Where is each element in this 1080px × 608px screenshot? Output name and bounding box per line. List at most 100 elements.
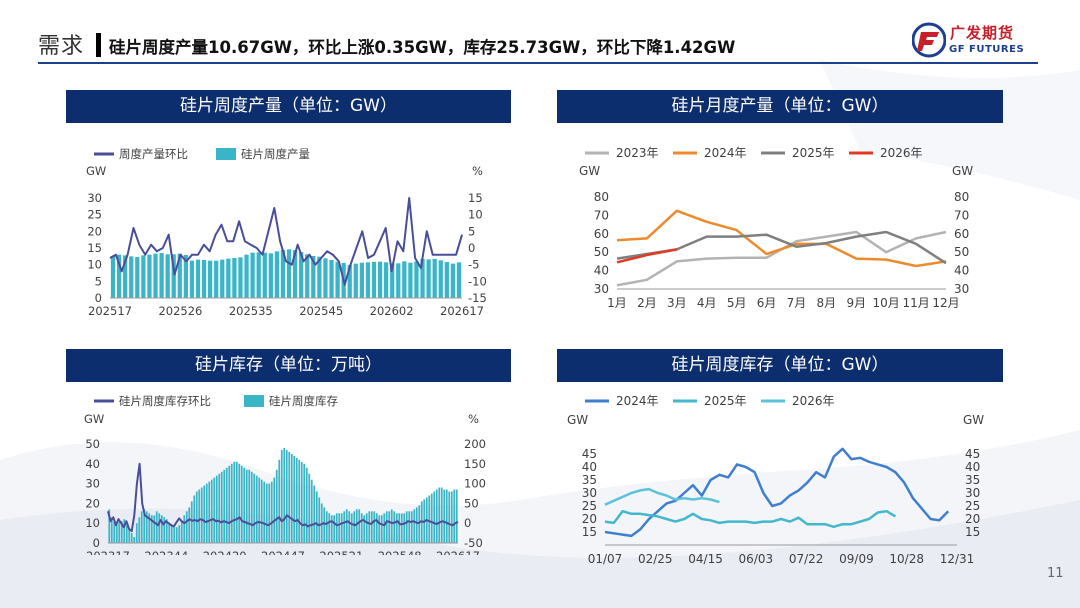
y-tick-right: 50 [954,245,969,259]
bar [438,260,443,298]
bar [315,491,318,543]
bar [443,489,446,543]
y-tick-right: 0 [468,241,475,255]
bar [286,249,292,298]
y-tick-right: 0 [464,516,471,530]
bar [275,469,278,543]
bar [195,491,198,543]
x-tick-label: 2月 [637,296,657,310]
x-tick-label: 202517 [88,304,132,318]
bar [317,256,322,298]
bar [165,519,168,543]
header-rule [38,62,1038,64]
legend-bar-swatch [244,395,264,407]
x-tick-label: 12月 [932,296,959,310]
bar [223,469,226,543]
bar [395,513,398,543]
y-tick-right: 60 [954,227,969,241]
bar [177,253,182,298]
y-axis-unit-right: % [468,412,479,426]
bar [373,511,376,543]
bar [365,513,368,543]
legend-label: 2026年 [792,394,835,408]
change-line [109,197,463,286]
x-tick-label: 04/15 [688,552,723,566]
x-tick-label: 07/22 [789,552,824,566]
bar [208,260,213,298]
x-tick-label: 9月 [846,296,866,310]
y-tick-left: 5 [95,274,102,288]
x-tick-label: 10月 [873,296,900,310]
bar [228,465,231,543]
x-tick-label: 3月 [667,296,687,310]
bar [230,463,233,543]
bar [283,447,286,543]
bar [173,527,176,543]
bar [265,483,268,543]
bar [255,475,258,543]
bar [205,483,208,543]
bar [258,477,261,543]
bar [295,457,298,543]
bar [456,262,462,298]
bar [415,507,418,543]
y-tick-right: 40 [954,264,969,278]
bar [280,250,286,298]
legend-label: 2025年 [792,146,835,160]
bar [305,254,310,298]
x-tick-label: 1月 [607,296,627,310]
bar [129,256,134,298]
bar [245,469,248,543]
bar [220,259,225,298]
y-tick-left: 80 [594,190,609,204]
y-tick-left: 70 [594,208,609,222]
bar [210,479,213,543]
panel-title-weekly-inventory: 硅片周度库存（单位：GW） [557,349,1003,382]
bar [311,256,316,298]
page-header: 需求 硅片周度产量10.67GW，环比上涨0.35GW，库存25.73GW，环比… [0,0,1080,64]
y-tick-right: 30 [954,282,969,296]
y-tick-left: 50 [85,437,100,451]
y-tick-left: 15 [582,525,597,539]
x-tick-label: 202526 [158,304,202,318]
bar [371,262,377,298]
y-axis-unit-right: GW [963,413,984,427]
bar [390,509,393,543]
bar [430,493,433,543]
bar [125,525,128,543]
y-tick-right: 25 [965,499,980,513]
bar [335,261,340,298]
gf-futures-logo: 广发期货 GF FUTURES [912,22,1042,62]
y-tick-left: 20 [87,224,102,238]
logo-text-cn: 广发期货 [950,24,1015,42]
y-tick-right: 200 [464,437,486,451]
bar [148,513,151,543]
bar [440,487,443,543]
bar [303,463,306,543]
bar [153,515,156,543]
x-tick-label: 202548 [378,549,422,555]
bar [402,261,407,298]
bar [333,515,336,543]
x-tick-label: 02/25 [638,552,673,566]
y-tick-left: 25 [582,499,597,513]
bar [243,467,246,543]
y-tick-left: 60 [594,227,609,241]
bar [208,481,211,543]
section-label: 需求 [38,34,85,59]
x-tick-label: 202447 [261,549,305,555]
bar [413,509,416,543]
bar [253,473,256,543]
bar [175,527,178,543]
panel-title-weekly-output: 硅片周度产量（单位：GW） [66,90,511,123]
x-tick-label: 202344 [144,549,188,555]
y-axis-unit-left: GW [84,412,104,426]
y-tick-left: 35 [582,473,597,487]
bar [274,251,280,298]
y-tick-right: 45 [965,447,980,461]
bar [163,517,166,543]
y-tick-right: 50 [464,496,479,510]
bar [432,259,437,298]
y-tick-left: 40 [582,460,597,474]
y-tick-left: 0 [95,291,102,305]
